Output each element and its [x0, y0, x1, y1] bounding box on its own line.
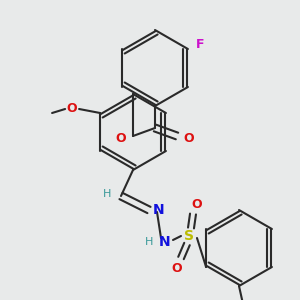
Text: O: O: [67, 103, 77, 116]
Text: N: N: [159, 235, 171, 249]
Text: O: O: [172, 262, 182, 275]
Text: O: O: [192, 197, 202, 211]
Text: N: N: [153, 203, 165, 217]
Text: H: H: [145, 237, 153, 247]
Text: S: S: [184, 229, 194, 243]
Text: O: O: [116, 131, 126, 145]
Text: O: O: [184, 131, 194, 145]
Text: H: H: [103, 189, 111, 199]
Text: F: F: [196, 38, 204, 52]
